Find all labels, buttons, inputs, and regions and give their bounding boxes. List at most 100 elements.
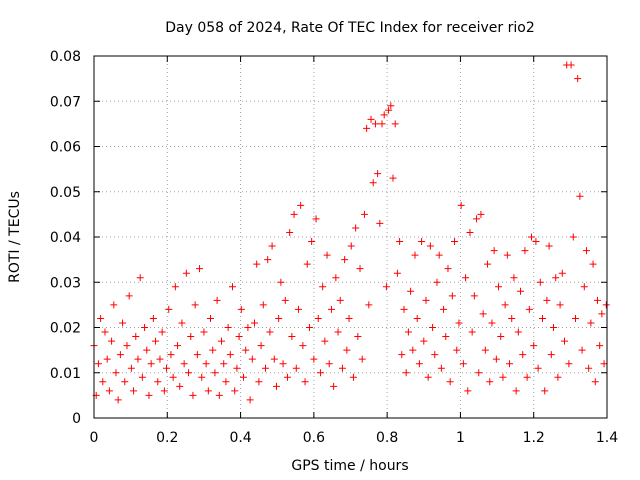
data-point	[585, 364, 593, 372]
data-point	[554, 373, 562, 381]
data-point	[446, 378, 454, 386]
data-point	[130, 387, 138, 395]
data-point	[422, 296, 430, 304]
y-tick-label: 0.07	[50, 94, 81, 110]
data-point	[391, 120, 399, 128]
data-point	[580, 283, 588, 291]
data-point	[556, 301, 564, 309]
data-point	[272, 382, 280, 390]
data-point	[138, 373, 146, 381]
data-point	[334, 328, 342, 336]
data-point	[299, 342, 307, 350]
data-point	[305, 324, 313, 331]
data-point	[550, 324, 558, 331]
data-point	[506, 360, 514, 368]
data-point	[477, 210, 485, 218]
data-point	[226, 351, 234, 359]
data-point	[497, 333, 505, 341]
data-point	[242, 346, 250, 354]
data-point	[440, 305, 448, 313]
data-point	[286, 228, 294, 236]
data-point	[407, 287, 415, 295]
data-point	[319, 283, 327, 291]
data-point	[270, 355, 278, 363]
data-point	[532, 238, 540, 246]
data-point	[360, 210, 368, 218]
data-point	[569, 233, 577, 241]
data-point	[204, 387, 212, 395]
data-point	[99, 378, 107, 386]
data-point	[321, 337, 329, 345]
data-point	[154, 378, 162, 386]
data-point	[468, 328, 476, 336]
data-point	[356, 265, 364, 273]
data-point	[264, 256, 272, 264]
data-point	[571, 314, 579, 322]
axis-ticks	[93, 55, 608, 419]
data-point	[481, 346, 489, 354]
data-point	[108, 337, 116, 345]
data-point	[479, 310, 487, 318]
y-tick-label: 0.03	[50, 275, 81, 291]
data-point	[521, 247, 529, 255]
data-point	[149, 314, 157, 322]
data-point	[486, 378, 494, 386]
data-point	[310, 355, 318, 363]
data-point	[167, 351, 175, 359]
data-point	[185, 369, 193, 377]
data-point	[147, 360, 155, 368]
data-point	[125, 292, 133, 300]
data-point	[589, 260, 597, 268]
data-point	[261, 364, 269, 372]
data-point	[552, 274, 560, 282]
data-point	[411, 251, 419, 259]
data-point	[308, 238, 316, 246]
data-point	[163, 364, 171, 372]
data-point	[193, 351, 201, 359]
data-point	[565, 360, 573, 368]
data-point	[158, 328, 166, 336]
data-point	[358, 355, 366, 363]
data-point	[578, 346, 586, 354]
data-point	[534, 364, 542, 372]
data-point	[248, 355, 256, 363]
grid	[94, 56, 607, 418]
data-point	[539, 314, 547, 322]
data-point	[508, 314, 516, 322]
data-point	[266, 328, 274, 336]
data-point	[323, 251, 331, 259]
data-point	[211, 369, 219, 377]
data-point	[418, 238, 426, 246]
data-point	[283, 373, 291, 381]
y-tick-label: 0	[72, 411, 81, 427]
data-point	[290, 210, 298, 218]
data-point	[576, 192, 584, 200]
data-point	[541, 387, 549, 395]
data-point	[174, 342, 182, 350]
data-point	[448, 292, 456, 300]
data-point	[598, 310, 606, 318]
data-point	[240, 373, 248, 381]
data-point	[281, 296, 289, 304]
data-point	[110, 301, 118, 309]
data-point	[404, 328, 412, 336]
data-point	[237, 305, 245, 313]
x-tick-label: 1	[456, 430, 465, 446]
data-point	[156, 355, 164, 363]
data-point	[209, 346, 217, 354]
data-point	[499, 373, 507, 381]
data-point	[457, 201, 465, 209]
data-point	[152, 337, 160, 345]
data-point	[352, 224, 360, 232]
data-point	[429, 324, 437, 331]
data-point	[510, 274, 518, 282]
data-point	[202, 360, 210, 368]
y-tick-labels: 0 0.01 0.02 0.03 0.04 0.05 0.06 0.07 0.08	[50, 49, 81, 427]
data-point	[123, 342, 131, 350]
data-point	[523, 373, 531, 381]
data-point	[275, 314, 283, 322]
data-point	[484, 260, 492, 268]
data-point	[213, 296, 221, 304]
data-point	[316, 369, 324, 377]
data-point	[501, 301, 509, 309]
